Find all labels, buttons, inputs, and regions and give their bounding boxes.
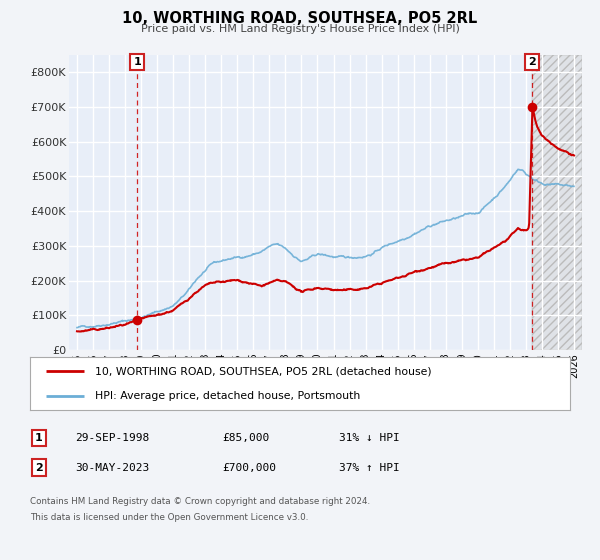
Text: 30-MAY-2023: 30-MAY-2023 (75, 463, 149, 473)
Text: 29-SEP-1998: 29-SEP-1998 (75, 433, 149, 443)
Text: £700,000: £700,000 (222, 463, 276, 473)
Bar (532, 55, 582, 350)
Text: 1: 1 (133, 57, 141, 67)
Text: 1: 1 (35, 433, 43, 443)
Text: £85,000: £85,000 (222, 433, 269, 443)
Text: 2: 2 (529, 57, 536, 67)
Text: 10, WORTHING ROAD, SOUTHSEA, PO5 2RL: 10, WORTHING ROAD, SOUTHSEA, PO5 2RL (122, 11, 478, 26)
Bar (532, 55, 582, 350)
Text: 2: 2 (35, 463, 43, 473)
Text: 37% ↑ HPI: 37% ↑ HPI (339, 463, 400, 473)
Text: Contains HM Land Registry data © Crown copyright and database right 2024.: Contains HM Land Registry data © Crown c… (30, 497, 370, 506)
Text: 31% ↓ HPI: 31% ↓ HPI (339, 433, 400, 443)
Text: 10, WORTHING ROAD, SOUTHSEA, PO5 2RL (detached house): 10, WORTHING ROAD, SOUTHSEA, PO5 2RL (de… (95, 366, 431, 376)
Text: Price paid vs. HM Land Registry's House Price Index (HPI): Price paid vs. HM Land Registry's House … (140, 24, 460, 34)
Text: This data is licensed under the Open Government Licence v3.0.: This data is licensed under the Open Gov… (30, 514, 308, 522)
Text: HPI: Average price, detached house, Portsmouth: HPI: Average price, detached house, Port… (95, 390, 360, 400)
